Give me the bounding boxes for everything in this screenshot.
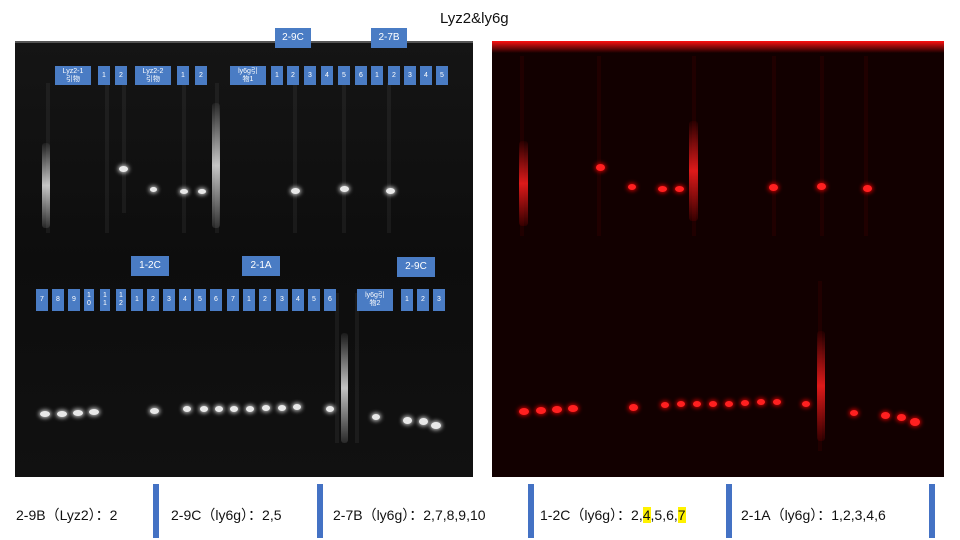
lane-label: 2	[259, 289, 271, 311]
lane-label: 5	[338, 66, 350, 85]
separator-bar	[726, 484, 732, 538]
result-value-highlight: 4	[642, 507, 651, 523]
lane-label: 2	[195, 66, 207, 85]
lane-label: 1 0	[84, 289, 94, 311]
lane-label: 3	[276, 289, 288, 311]
lane-label: 7	[227, 289, 239, 311]
gel-image-grayscale: Lyz2-1 引物 1 2 Lyz2-2 引物 1 2 ly6g引 物1 1 2…	[15, 41, 473, 477]
lane-label: 1 1	[100, 289, 110, 311]
lane-label: 8	[52, 289, 64, 311]
result-value: 2	[109, 507, 118, 523]
group-label-2-7B: 2-7B	[371, 28, 407, 48]
lane-label: 2	[287, 66, 299, 85]
lane-label: 2	[115, 66, 127, 85]
lane-label: 4	[292, 289, 304, 311]
lane-label: 1	[371, 66, 383, 85]
result-label: 2-9C（ly6g）：	[171, 507, 263, 523]
lane-label: 5	[308, 289, 320, 311]
result-1-2C: 1-2C（ly6g）：2,4,5,6,7	[540, 505, 686, 525]
lane-label: 1	[401, 289, 413, 311]
result-value: 1,2,3,4,6	[831, 507, 886, 523]
lane-label: 3	[163, 289, 175, 311]
lane-label: Lyz2-1 引物	[55, 66, 91, 85]
result-value: 2,7,8,9,10	[423, 507, 486, 523]
result-value-highlight: 7	[677, 507, 686, 523]
result-label: 2-1A（ly6g）：	[741, 507, 832, 523]
lane-label: 3	[404, 66, 416, 85]
result-label: 1-2C（ly6g）：	[540, 507, 632, 523]
lane-label: 1	[177, 66, 189, 85]
lane-label: 6	[210, 289, 222, 311]
result-value-part: ,5,6,	[650, 507, 678, 523]
result-2-9B: 2-9B（Lyz2）：2	[16, 505, 117, 525]
lane-label: 2	[388, 66, 400, 85]
group-label-2-9C-top: 2-9C	[275, 28, 311, 48]
result-2-9C: 2-9C（ly6g）：2,5	[171, 505, 282, 525]
separator-bar	[528, 484, 534, 538]
group-label-2-1A: 2-1A	[242, 256, 280, 276]
gel-image-red	[492, 41, 944, 477]
lane-label: 6	[324, 289, 336, 311]
lane-label: 7	[36, 289, 48, 311]
lane-label: 2	[417, 289, 429, 311]
lane-label: 1	[243, 289, 255, 311]
result-label: 2-9B（Lyz2）：	[16, 507, 110, 523]
lane-label: 4	[321, 66, 333, 85]
lane-label: 5	[436, 66, 448, 85]
separator-bar	[929, 484, 935, 538]
result-label: 2-7B（ly6g）：	[333, 507, 424, 523]
result-value: 2,5	[262, 507, 282, 523]
lane-label: 2	[147, 289, 159, 311]
group-label-2-9C-bottom: 2-9C	[397, 257, 435, 277]
lane-label: 5	[194, 289, 206, 311]
lane-label: 1	[98, 66, 110, 85]
slide-title: Lyz2&ly6g	[440, 10, 509, 27]
lane-label: 1 2	[116, 289, 126, 311]
result-2-1A: 2-1A（ly6g）：1,2,3,4,6	[741, 505, 886, 525]
lane-label: 3	[433, 289, 445, 311]
result-value-part: 2,	[631, 507, 643, 523]
lane-label: Lyz2-2 引物	[135, 66, 171, 85]
lane-label: ly6g引 物2	[357, 289, 393, 311]
lane-label: ly6g引 物1	[230, 66, 266, 85]
lane-label: 3	[304, 66, 316, 85]
separator-bar	[153, 484, 159, 538]
separator-bar	[317, 484, 323, 538]
lane-label: 4	[179, 289, 191, 311]
group-label-1-2C: 1-2C	[131, 256, 169, 276]
lane-label: 4	[420, 66, 432, 85]
lane-label: 6	[355, 66, 367, 85]
lane-label: 1	[131, 289, 143, 311]
lane-label: 1	[271, 66, 283, 85]
lane-label: 9	[68, 289, 80, 311]
result-2-7B: 2-7B（ly6g）：2,7,8,9,10	[333, 505, 486, 525]
